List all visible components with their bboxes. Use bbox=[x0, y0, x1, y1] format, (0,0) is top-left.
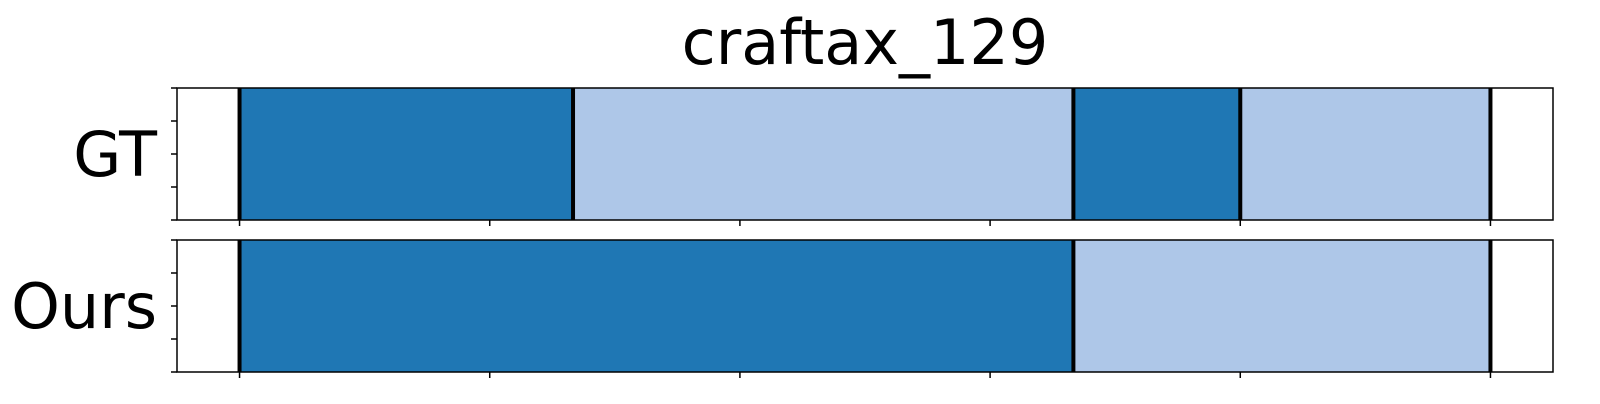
ours-segment-1 bbox=[1073, 240, 1491, 372]
chart-title: craftax_129 bbox=[682, 6, 1049, 79]
ours-segment-0 bbox=[239, 240, 1074, 372]
ours-row-label: Ours bbox=[11, 270, 157, 343]
gt-segment-3 bbox=[1240, 88, 1491, 220]
gt-segment-2 bbox=[1073, 88, 1241, 220]
gt-segment-1 bbox=[573, 88, 1074, 220]
gt-row-label: GT bbox=[73, 118, 158, 191]
gt-segment-0 bbox=[239, 88, 574, 220]
